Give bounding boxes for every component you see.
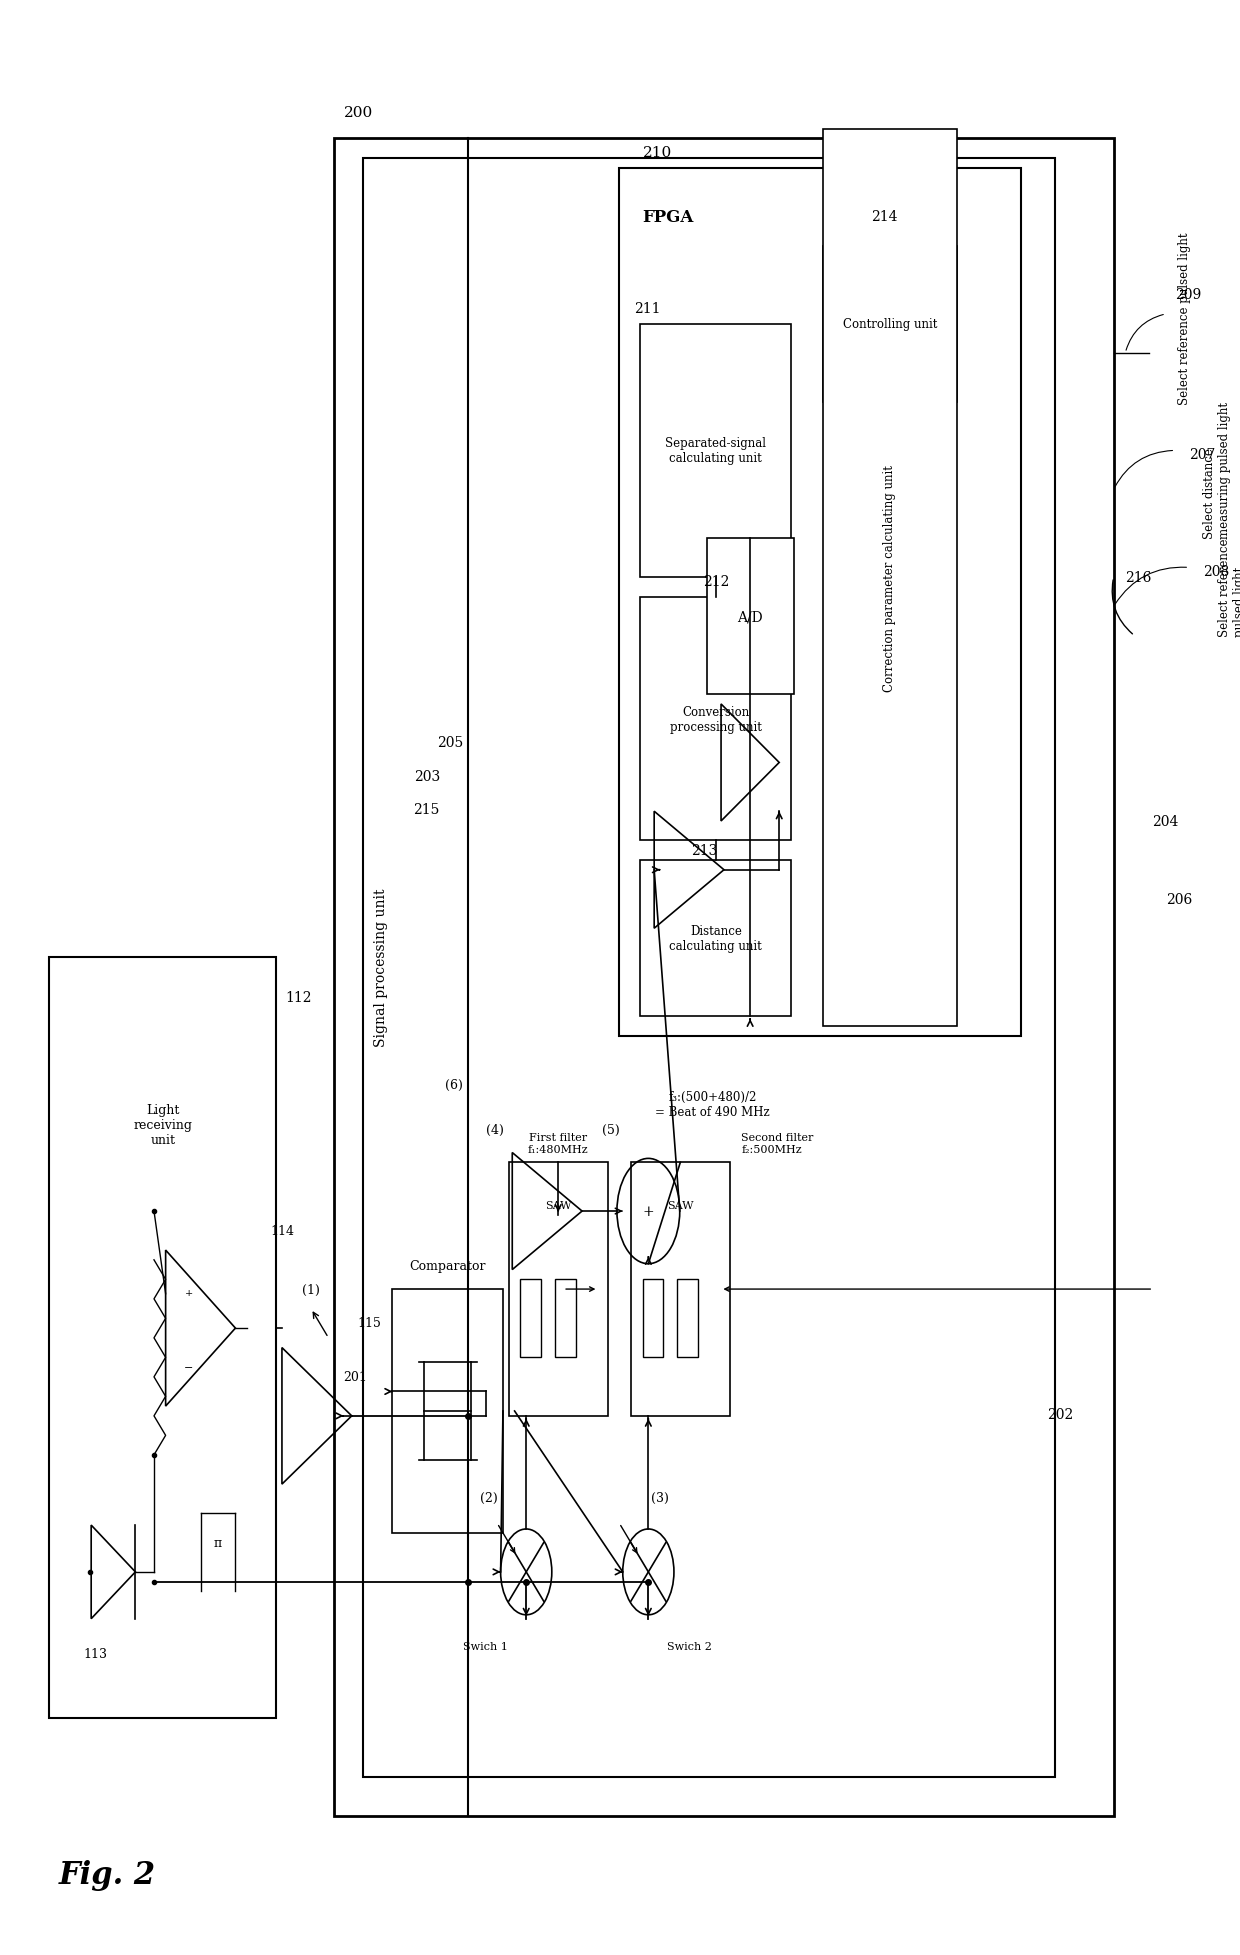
Text: SAW: SAW: [544, 1200, 572, 1210]
Text: 212: 212: [703, 575, 729, 588]
Text: 215: 215: [413, 804, 439, 817]
Bar: [642, 1281, 663, 1357]
Text: 205: 205: [438, 735, 464, 751]
Text: SAW: SAW: [667, 1200, 693, 1210]
Text: Select distance
measuring pulsed light: Select distance measuring pulsed light: [1203, 403, 1231, 540]
Bar: [50, 958, 277, 1718]
Bar: [556, 1281, 577, 1357]
Text: Select reference pulsed light: Select reference pulsed light: [1178, 233, 1190, 405]
Bar: [508, 1163, 608, 1415]
Text: (1): (1): [303, 1282, 320, 1296]
Text: Signal processing unit: Signal processing unit: [373, 888, 388, 1048]
Bar: [677, 1281, 698, 1357]
Text: 207: 207: [1189, 448, 1215, 461]
Text: 206: 206: [1166, 893, 1192, 907]
Text: −: −: [185, 1363, 193, 1372]
Text: Distance
calculating unit: Distance calculating unit: [670, 925, 763, 952]
Text: 201: 201: [343, 1370, 367, 1384]
Text: Separated-signal
calculating unit: Separated-signal calculating unit: [666, 438, 766, 465]
Bar: [335, 139, 1114, 1816]
Text: 115: 115: [357, 1316, 382, 1329]
Text: FPGA: FPGA: [642, 209, 694, 225]
Text: 112: 112: [285, 989, 312, 1005]
Text: Comparator: Comparator: [409, 1259, 486, 1273]
Bar: [363, 158, 1055, 1777]
Text: (4): (4): [486, 1122, 503, 1136]
Text: Swich 1: Swich 1: [463, 1640, 508, 1652]
Text: (3): (3): [651, 1492, 668, 1505]
Bar: [631, 1163, 730, 1415]
Text: 211: 211: [635, 301, 661, 317]
Bar: [823, 129, 956, 1026]
Bar: [619, 168, 1021, 1036]
Text: 209: 209: [1176, 287, 1202, 303]
Text: 113: 113: [84, 1648, 108, 1660]
Text: 200: 200: [343, 106, 373, 119]
Text: 214: 214: [870, 211, 898, 225]
Text: 203: 203: [414, 770, 440, 784]
Text: f₃:(500+480)/2
= Beat of 490 MHz: f₃:(500+480)/2 = Beat of 490 MHz: [655, 1091, 770, 1118]
Bar: [392, 1290, 503, 1533]
Text: 202: 202: [1047, 1408, 1073, 1421]
Text: (6): (6): [445, 1079, 463, 1091]
Bar: [823, 246, 956, 403]
Text: 210: 210: [642, 147, 672, 160]
Text: +: +: [185, 1288, 193, 1298]
Text: 204: 204: [1152, 815, 1178, 829]
Text: Select reference
pulsed light: Select reference pulsed light: [1219, 538, 1240, 637]
Bar: [521, 1281, 542, 1357]
Bar: [640, 325, 791, 579]
Bar: [640, 598, 791, 841]
Text: (5): (5): [603, 1122, 620, 1136]
Bar: [707, 540, 794, 694]
Text: 216: 216: [1125, 571, 1152, 585]
Text: Light
receiving
unit: Light receiving unit: [133, 1105, 192, 1148]
Text: (2): (2): [480, 1492, 498, 1505]
Text: A/D: A/D: [738, 610, 763, 624]
Text: Conversion
processing unit: Conversion processing unit: [670, 706, 761, 733]
Text: Controlling unit: Controlling unit: [842, 319, 937, 330]
Text: 208: 208: [1203, 565, 1229, 579]
Text: Swich 2: Swich 2: [667, 1640, 712, 1652]
Text: 114: 114: [270, 1224, 294, 1238]
Bar: [640, 860, 791, 1017]
Text: +: +: [642, 1204, 655, 1218]
Text: Second filter
f₂:500MHz: Second filter f₂:500MHz: [742, 1132, 813, 1153]
Text: Fig. 2: Fig. 2: [60, 1859, 156, 1890]
Text: 213: 213: [691, 845, 718, 858]
Text: First filter
f₁:480MHz: First filter f₁:480MHz: [528, 1132, 589, 1153]
Text: Correction parameter calculating unit: Correction parameter calculating unit: [883, 465, 897, 692]
Text: π: π: [215, 1537, 222, 1548]
